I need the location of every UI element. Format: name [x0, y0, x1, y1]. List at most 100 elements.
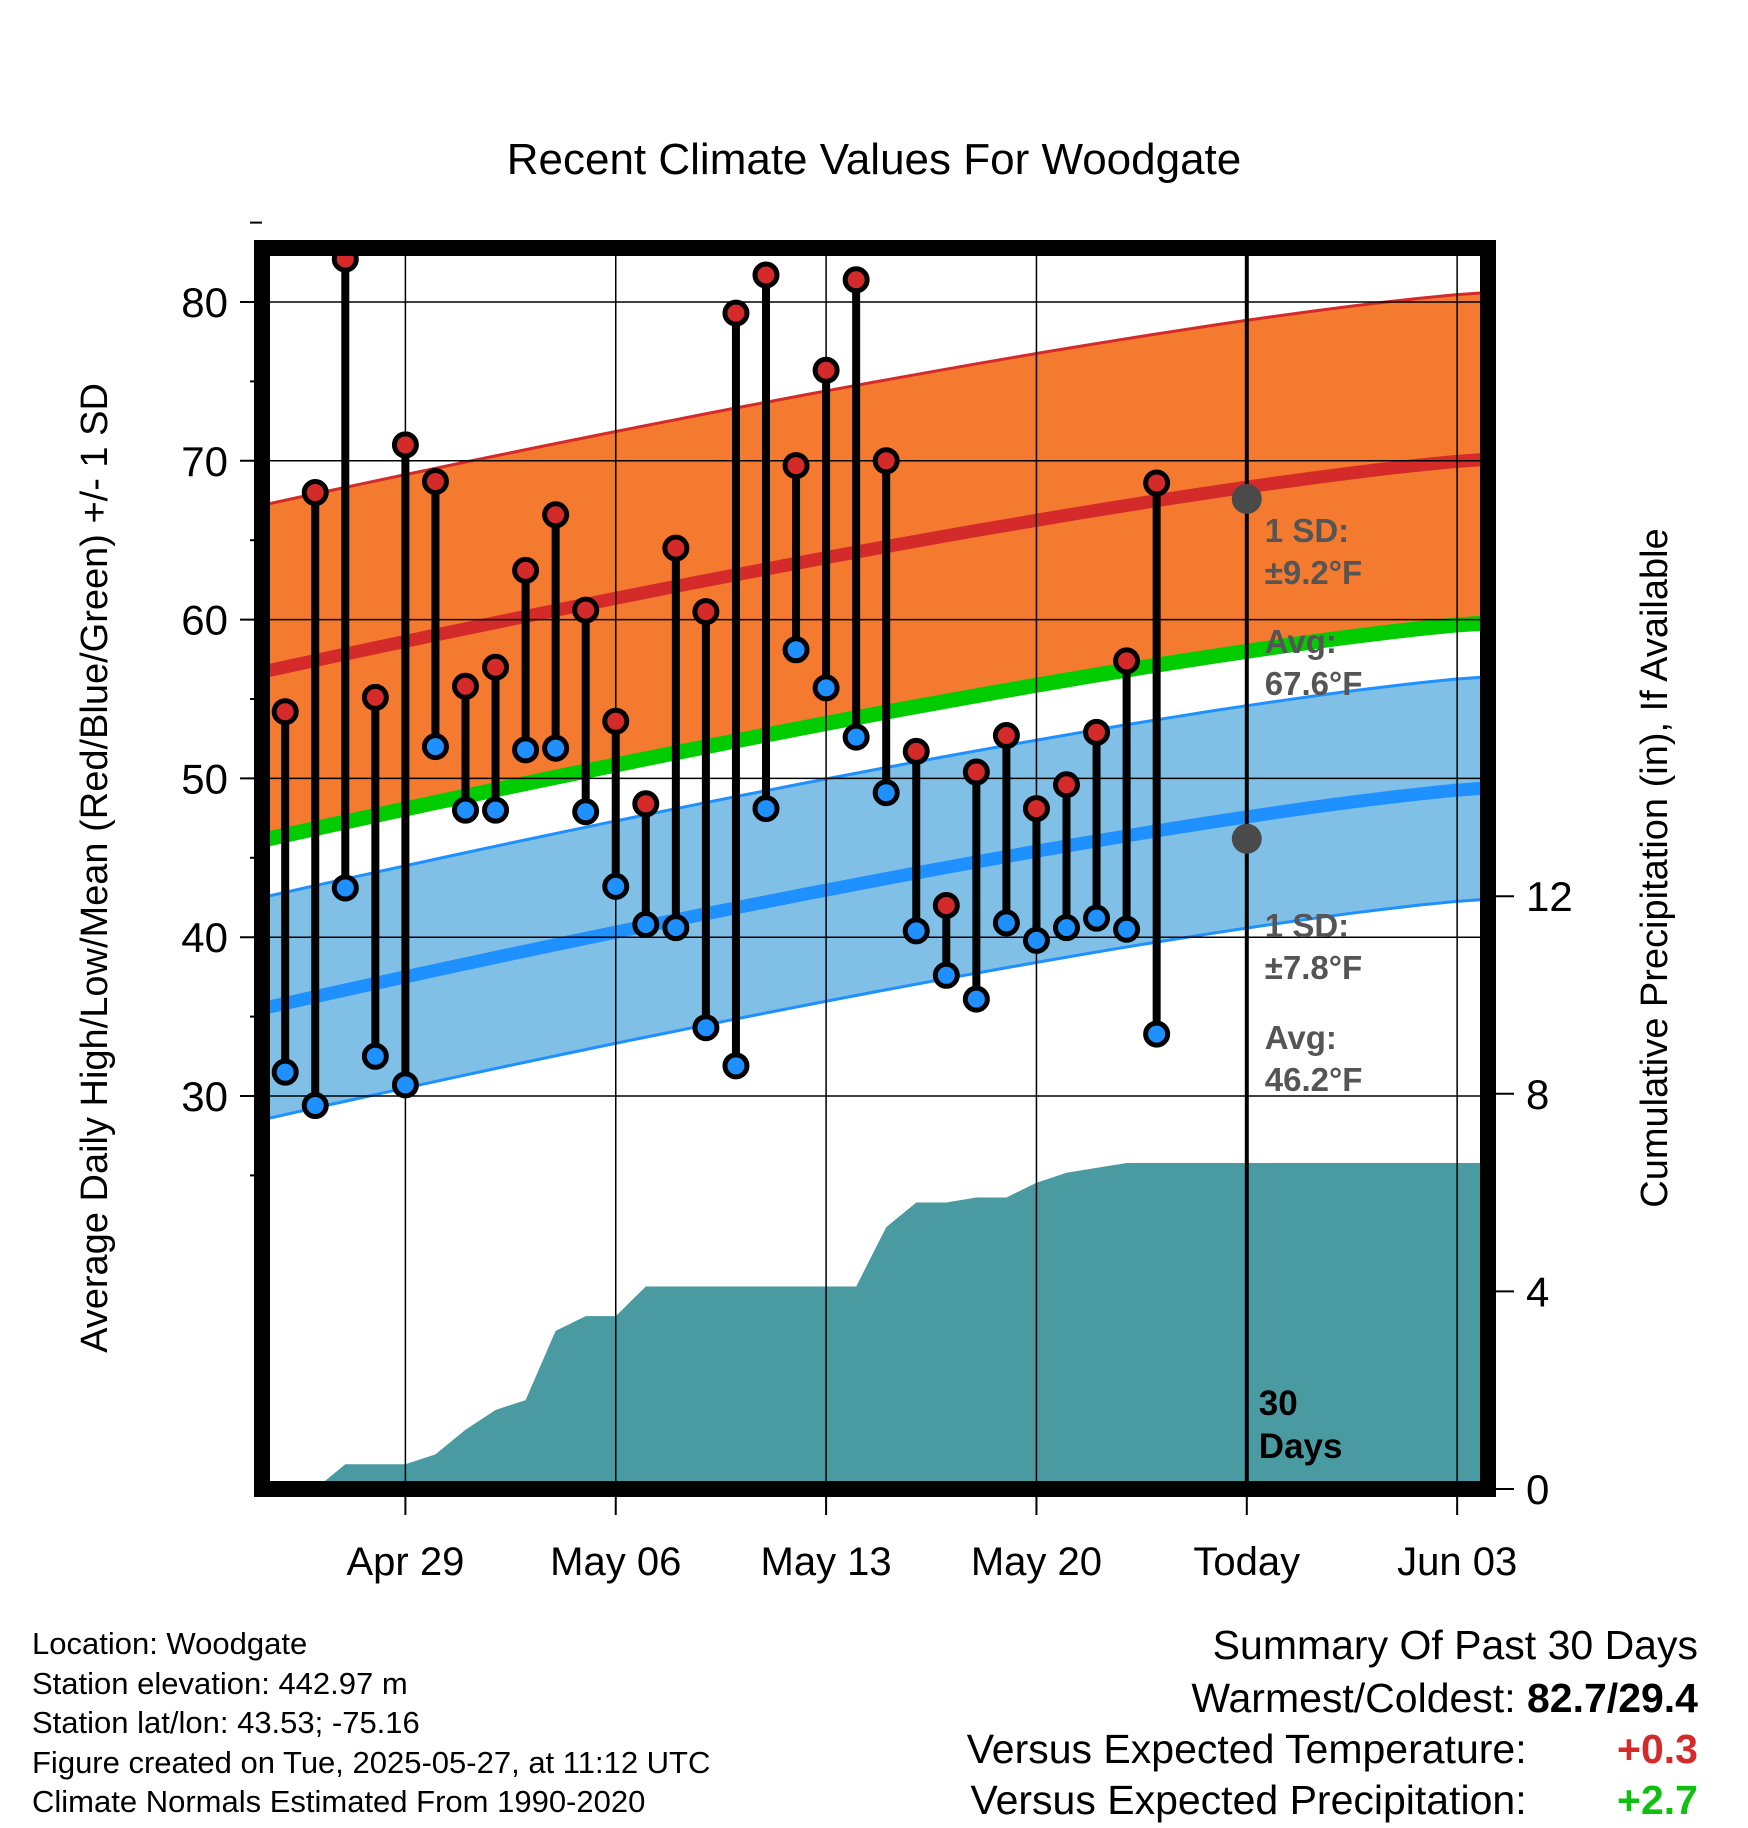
plot-frame [254, 240, 1496, 1497]
daily-low-point [271, 1058, 299, 1086]
x-tick-label: May 06 [550, 1540, 681, 1584]
high-avg-marker [1231, 483, 1262, 514]
daily-low-point [1083, 904, 1111, 932]
high-sd-label: 1 SD: [1265, 512, 1349, 549]
daily-low-point [662, 914, 690, 942]
normal-high-line [262, 452, 1488, 679]
daily-low-point [542, 734, 570, 762]
y-axis-label: Average Daily High/Low/Mean (Red/Blue/Gr… [74, 383, 116, 1353]
daily-low-point [1053, 914, 1080, 942]
daily-low-point [632, 910, 660, 938]
daily-high-point [962, 758, 990, 786]
high-sd-value: ±9.2°F [1265, 554, 1362, 591]
chart-title: Recent Climate Values For Woodgate [507, 135, 1242, 184]
days-count-label: 30 [1259, 1384, 1298, 1423]
daily-high-point [932, 891, 960, 919]
x-tick-label: May 13 [761, 1540, 892, 1584]
temp-label: Versus Expected Temperature: [966, 1726, 1527, 1772]
daily-low-point [842, 723, 870, 751]
daily-high-point [692, 598, 720, 626]
low-sd-lower-edge [262, 897, 1488, 1122]
daily-low-point [572, 798, 600, 826]
daily-high-point [482, 653, 510, 681]
daily-high-point [572, 596, 600, 624]
daily-low-point [391, 1071, 419, 1099]
summary-temp-row: Versus Expected Temperature: +0.3 [967, 1724, 1698, 1775]
daily-high-point [421, 467, 449, 495]
daily-high-point [662, 534, 690, 562]
daily-low-point [872, 779, 900, 807]
daily-high-point [1053, 771, 1080, 799]
daily-high-point [542, 501, 570, 529]
y2-tick-label: 0 [1526, 1466, 1549, 1513]
daily-high-point [842, 266, 870, 294]
days-unit-label: Days [1259, 1427, 1343, 1466]
daily-low-point [902, 917, 930, 945]
daily-low-point [932, 961, 960, 989]
daily-low-point [782, 636, 810, 664]
location-text: Location: Woodgate [32, 1626, 308, 1661]
daily-high-point [391, 431, 419, 459]
daily-high-point [782, 452, 810, 480]
daily-low-point [602, 872, 630, 900]
daily-low-point [1113, 915, 1141, 943]
daily-low-point [752, 795, 780, 823]
daily-high-point [1143, 469, 1171, 497]
daily-high-point [992, 722, 1020, 750]
climate-chart: 1 SD: ±9.2°F Avg: 67.6°F 1 SD: ±7.8°F Avg: 46.2… [74, 135, 1676, 1584]
daily-high-point [1022, 795, 1050, 823]
plot-area [262, 248, 1488, 1489]
elevation-text: Station elevation: 442.97 m [32, 1665, 408, 1701]
daily-high-point [1083, 718, 1111, 746]
daily-high-point [752, 261, 780, 289]
daily-low-point [301, 1092, 329, 1120]
low-sd-value: ±7.8°F [1265, 949, 1362, 986]
daily-high-point [632, 790, 660, 818]
daily-high-point [602, 707, 630, 735]
daily-low-point [512, 736, 540, 764]
daily-high-point [271, 698, 299, 726]
daily-high-point [361, 683, 389, 711]
warm-value: 82.7/29.4 [1527, 1675, 1698, 1721]
y-tick-label: 80 [181, 279, 228, 326]
daily-high-point [512, 556, 540, 584]
y2-tick-label: 4 [1526, 1268, 1549, 1315]
daily-low-point [962, 985, 990, 1013]
summary-warm-row: Warmest/Coldest: 82.7/29.4 [967, 1673, 1698, 1724]
daily-high-point [902, 737, 930, 765]
daily-high-point [1113, 647, 1141, 675]
normal-low-line [262, 781, 1488, 1016]
station-info: Location: Woodgate Station elevation: 44… [32, 1624, 710, 1822]
summary-precip-row: Versus Expected Precipitation: +2.7 [967, 1775, 1699, 1826]
y-tick-label: 60 [181, 597, 228, 644]
x-tick-label: May 20 [971, 1540, 1102, 1584]
y-tick-label: 50 [181, 755, 228, 802]
daily-low-point [1022, 926, 1050, 954]
daily-low-point [812, 674, 840, 702]
daily-high-point [452, 672, 479, 700]
daily-high-point [872, 447, 900, 475]
y-tick-label: 30 [181, 1073, 228, 1120]
low-avg-label: Avg: [1265, 1019, 1337, 1056]
low-sd-label: 1 SD: [1265, 907, 1349, 944]
low-sd-band [262, 676, 1488, 1120]
low-avg-value: 46.2°F [1265, 1061, 1363, 1098]
high-sd-band [262, 292, 1488, 839]
daily-low-point [331, 874, 359, 902]
x-tick-label: Jun 03 [1397, 1540, 1517, 1584]
x-tick-label: Today [1193, 1540, 1300, 1584]
daily-low-point [421, 733, 449, 761]
daily-low-point [722, 1052, 750, 1080]
summary-panel: Summary Of Past 30 Days Warmest/Coldest:… [967, 1620, 1698, 1826]
high-sd-upper-edge [262, 291, 1488, 507]
daily-low-point [482, 796, 510, 824]
normals-text: Climate Normals Estimated From 1990-2020 [32, 1784, 646, 1819]
daily-low-point [692, 1014, 720, 1042]
low-sd-upper-edge [262, 675, 1488, 899]
daily-high-point [301, 479, 329, 507]
precip-area [262, 1163, 1488, 1489]
y2-tick-label: 12 [1526, 873, 1573, 920]
created-text: Figure created on Tue, 2025-05-27, at 11… [32, 1744, 711, 1780]
daily-low-point [1143, 1020, 1171, 1048]
precip-label: Versus Expected Precipitation: [970, 1777, 1527, 1823]
